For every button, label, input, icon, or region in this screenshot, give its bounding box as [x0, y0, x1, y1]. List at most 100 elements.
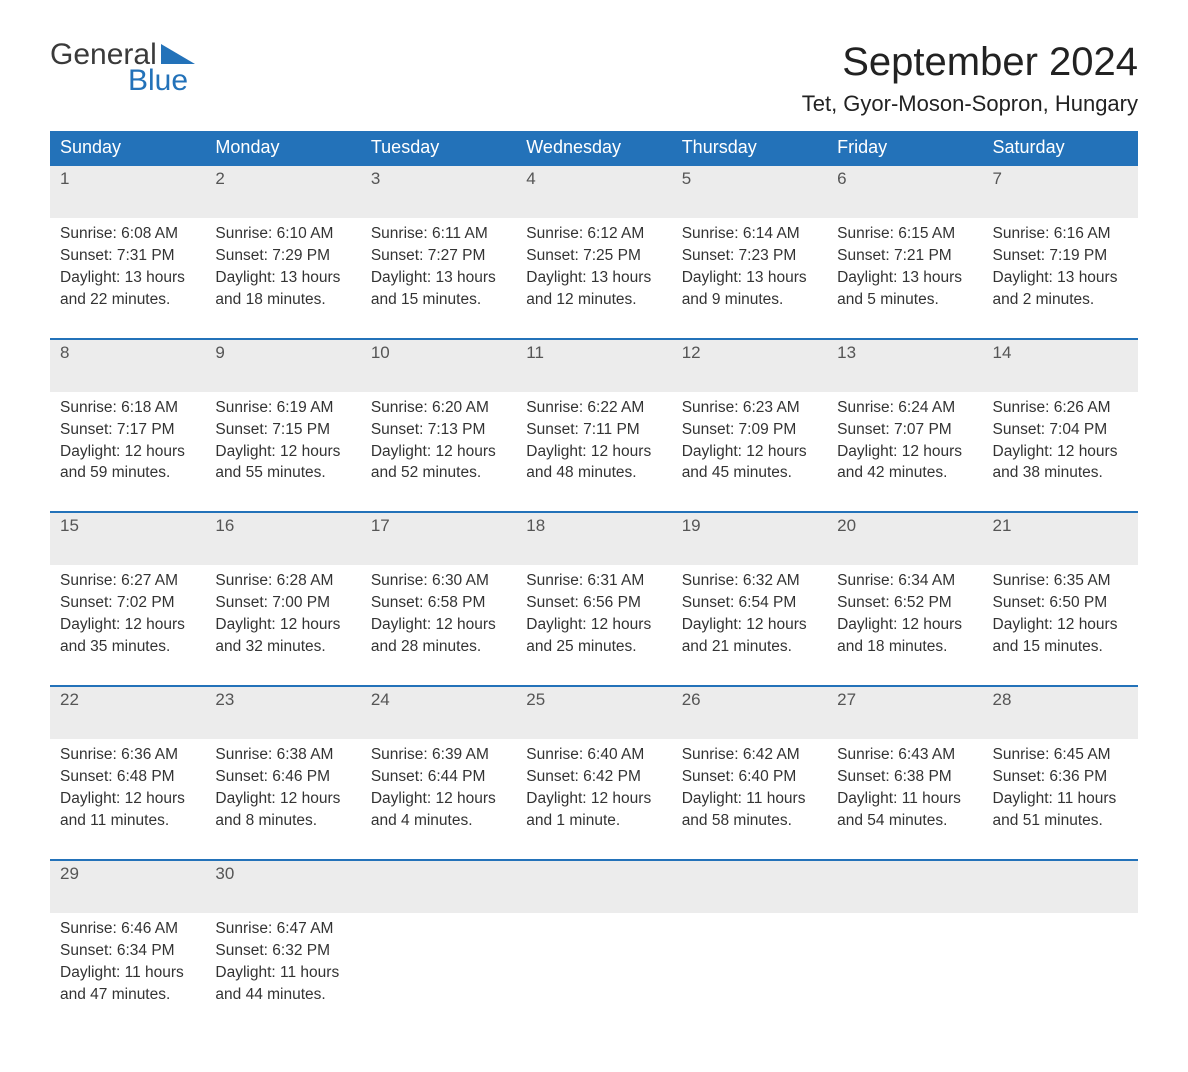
day-number-cell: 13	[827, 339, 982, 392]
day-cell	[983, 913, 1138, 1033]
daylight-text-1: Daylight: 12 hours	[215, 789, 350, 810]
day-number-cell: 23	[205, 686, 360, 739]
sunrise-text: Sunrise: 6:15 AM	[837, 224, 972, 245]
sunrise-text: Sunrise: 6:08 AM	[60, 224, 195, 245]
day-cell: Sunrise: 6:23 AMSunset: 7:09 PMDaylight:…	[672, 392, 827, 513]
day-cell: Sunrise: 6:30 AMSunset: 6:58 PMDaylight:…	[361, 565, 516, 686]
sunset-text: Sunset: 6:52 PM	[837, 593, 972, 614]
sunrise-text: Sunrise: 6:43 AM	[837, 745, 972, 766]
daylight-text-1: Daylight: 12 hours	[371, 442, 506, 463]
sunset-text: Sunset: 7:29 PM	[215, 246, 350, 267]
day-number: 14	[983, 340, 1138, 366]
day-cell: Sunrise: 6:32 AMSunset: 6:54 PMDaylight:…	[672, 565, 827, 686]
page-header: General Blue September 2024 Tet, Gyor-Mo…	[50, 40, 1138, 117]
daylight-text-1: Daylight: 13 hours	[682, 268, 817, 289]
daylight-text-1: Daylight: 13 hours	[371, 268, 506, 289]
day-number: 3	[361, 166, 516, 192]
day-number: 28	[983, 687, 1138, 713]
daylight-text-2: and 18 minutes.	[215, 290, 350, 311]
day-number-cell	[672, 860, 827, 913]
day-cell: Sunrise: 6:22 AMSunset: 7:11 PMDaylight:…	[516, 392, 671, 513]
sunset-text: Sunset: 7:31 PM	[60, 246, 195, 267]
day-number-cell: 16	[205, 512, 360, 565]
daylight-text-2: and 8 minutes.	[215, 811, 350, 832]
day-number: 2	[205, 166, 360, 192]
day-number-empty	[361, 861, 516, 887]
daylight-text-1: Daylight: 13 hours	[993, 268, 1128, 289]
day-content: Sunrise: 6:45 AMSunset: 6:36 PMDaylight:…	[983, 739, 1138, 832]
day-content: Sunrise: 6:12 AMSunset: 7:25 PMDaylight:…	[516, 218, 671, 311]
weekday-header-row: Sunday Monday Tuesday Wednesday Thursday…	[50, 131, 1138, 165]
sunrise-text: Sunrise: 6:20 AM	[371, 398, 506, 419]
sunrise-text: Sunrise: 6:32 AM	[682, 571, 817, 592]
day-cell: Sunrise: 6:40 AMSunset: 6:42 PMDaylight:…	[516, 739, 671, 860]
day-number-cell: 25	[516, 686, 671, 739]
daylight-text-1: Daylight: 12 hours	[526, 789, 661, 810]
day-number-cell: 11	[516, 339, 671, 392]
day-cell: Sunrise: 6:45 AMSunset: 6:36 PMDaylight:…	[983, 739, 1138, 860]
sunset-text: Sunset: 6:54 PM	[682, 593, 817, 614]
daylight-text-1: Daylight: 12 hours	[682, 615, 817, 636]
day-number-cell	[827, 860, 982, 913]
sunrise-text: Sunrise: 6:34 AM	[837, 571, 972, 592]
day-content: Sunrise: 6:19 AMSunset: 7:15 PMDaylight:…	[205, 392, 360, 485]
day-number-cell: 8	[50, 339, 205, 392]
sunrise-text: Sunrise: 6:14 AM	[682, 224, 817, 245]
week-content-row: Sunrise: 6:27 AMSunset: 7:02 PMDaylight:…	[50, 565, 1138, 686]
week-number-row: 1234567	[50, 165, 1138, 218]
week-number-row: 15161718192021	[50, 512, 1138, 565]
sunrise-text: Sunrise: 6:35 AM	[993, 571, 1128, 592]
day-number: 4	[516, 166, 671, 192]
sunrise-text: Sunrise: 6:45 AM	[993, 745, 1128, 766]
sunset-text: Sunset: 6:38 PM	[837, 767, 972, 788]
sunset-text: Sunset: 6:40 PM	[682, 767, 817, 788]
daylight-text-1: Daylight: 12 hours	[371, 615, 506, 636]
daylight-text-1: Daylight: 12 hours	[993, 442, 1128, 463]
day-number: 5	[672, 166, 827, 192]
day-cell: Sunrise: 6:43 AMSunset: 6:38 PMDaylight:…	[827, 739, 982, 860]
title-block: September 2024 Tet, Gyor-Moson-Sopron, H…	[802, 40, 1138, 117]
day-number-empty	[827, 861, 982, 887]
day-cell: Sunrise: 6:18 AMSunset: 7:17 PMDaylight:…	[50, 392, 205, 513]
day-number: 20	[827, 513, 982, 539]
day-number: 29	[50, 861, 205, 887]
day-content: Sunrise: 6:24 AMSunset: 7:07 PMDaylight:…	[827, 392, 982, 485]
weekday-header: Monday	[205, 131, 360, 165]
week-content-row: Sunrise: 6:18 AMSunset: 7:17 PMDaylight:…	[50, 392, 1138, 513]
sunset-text: Sunset: 7:21 PM	[837, 246, 972, 267]
day-number-cell	[361, 860, 516, 913]
sunrise-text: Sunrise: 6:39 AM	[371, 745, 506, 766]
daylight-text-2: and 12 minutes.	[526, 290, 661, 311]
day-cell	[361, 913, 516, 1033]
sunrise-text: Sunrise: 6:22 AM	[526, 398, 661, 419]
day-number-cell: 6	[827, 165, 982, 218]
day-number-cell: 2	[205, 165, 360, 218]
sunset-text: Sunset: 7:15 PM	[215, 420, 350, 441]
day-number: 9	[205, 340, 360, 366]
day-number: 1	[50, 166, 205, 192]
day-cell: Sunrise: 6:28 AMSunset: 7:00 PMDaylight:…	[205, 565, 360, 686]
day-cell	[827, 913, 982, 1033]
day-number: 23	[205, 687, 360, 713]
sunset-text: Sunset: 7:25 PM	[526, 246, 661, 267]
sunset-text: Sunset: 6:36 PM	[993, 767, 1128, 788]
sunset-text: Sunset: 6:46 PM	[215, 767, 350, 788]
day-content: Sunrise: 6:46 AMSunset: 6:34 PMDaylight:…	[50, 913, 205, 1006]
day-content: Sunrise: 6:38 AMSunset: 6:46 PMDaylight:…	[205, 739, 360, 832]
day-number-cell: 20	[827, 512, 982, 565]
logo-text-blue: Blue	[50, 66, 195, 96]
daylight-text-1: Daylight: 12 hours	[993, 615, 1128, 636]
sunrise-text: Sunrise: 6:40 AM	[526, 745, 661, 766]
day-number: 8	[50, 340, 205, 366]
calendar-table: Sunday Monday Tuesday Wednesday Thursday…	[50, 131, 1138, 1032]
day-content: Sunrise: 6:28 AMSunset: 7:00 PMDaylight:…	[205, 565, 360, 658]
day-cell: Sunrise: 6:26 AMSunset: 7:04 PMDaylight:…	[983, 392, 1138, 513]
daylight-text-2: and 5 minutes.	[837, 290, 972, 311]
day-number: 17	[361, 513, 516, 539]
week-number-row: 891011121314	[50, 339, 1138, 392]
daylight-text-2: and 22 minutes.	[60, 290, 195, 311]
day-content: Sunrise: 6:08 AMSunset: 7:31 PMDaylight:…	[50, 218, 205, 311]
day-number: 26	[672, 687, 827, 713]
day-content: Sunrise: 6:20 AMSunset: 7:13 PMDaylight:…	[361, 392, 516, 485]
day-cell: Sunrise: 6:47 AMSunset: 6:32 PMDaylight:…	[205, 913, 360, 1033]
